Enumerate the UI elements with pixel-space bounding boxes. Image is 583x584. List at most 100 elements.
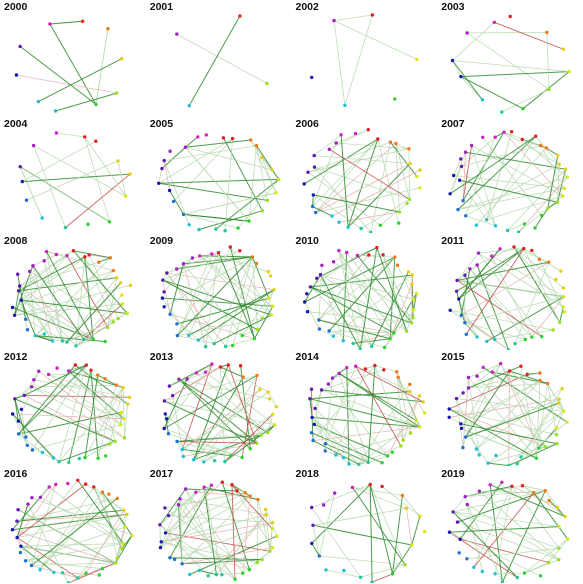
network-node [119, 423, 123, 427]
network-edge [158, 168, 163, 184]
network-node [33, 333, 37, 337]
network-edge [504, 131, 560, 165]
network-node [266, 390, 270, 395]
network-node [513, 341, 517, 345]
network-edge [68, 562, 116, 584]
network-node [414, 57, 419, 62]
network-node [379, 461, 384, 465]
year-label: 2014 [295, 351, 319, 364]
network-node [195, 134, 200, 139]
network-node [458, 537, 463, 542]
network-edge [102, 492, 133, 536]
network-node [259, 155, 264, 159]
network-edge [193, 377, 244, 461]
network-node [464, 150, 468, 154]
network-node [265, 431, 270, 435]
year-label: 2019 [441, 468, 465, 481]
network-edge [269, 528, 273, 552]
network-edge [460, 76, 483, 101]
network-edge [369, 484, 405, 566]
network-node [500, 110, 504, 114]
network-edge [522, 485, 546, 492]
network-edge [461, 71, 570, 78]
network-edge [456, 247, 525, 292]
network-edge [179, 498, 236, 580]
network-edge [84, 136, 110, 222]
network-node [522, 246, 526, 250]
network-node [16, 508, 20, 512]
network-node [202, 485, 206, 490]
network-node [119, 280, 123, 285]
network-node [480, 569, 485, 574]
network-node [451, 58, 455, 63]
network-node [260, 208, 264, 213]
network-edge [453, 490, 546, 513]
network-edge [478, 252, 543, 337]
network-node [465, 31, 470, 35]
network-node [398, 444, 403, 448]
network-edge [73, 249, 128, 314]
network-node [477, 489, 482, 494]
network-edge [185, 139, 251, 148]
network-node [18, 44, 22, 49]
network-edge [40, 486, 50, 498]
network-panel: 2014 [292, 350, 437, 467]
network-node [115, 496, 120, 501]
network-panel: 2007 [437, 117, 582, 233]
network-node [181, 212, 185, 216]
network-node [10, 305, 15, 309]
network-node [463, 273, 467, 277]
network-edge [164, 375, 257, 402]
network-node [342, 103, 347, 108]
network-edge [386, 396, 420, 457]
network-node [326, 328, 331, 333]
network-edge [93, 486, 123, 549]
network-edge [14, 399, 27, 438]
network-node [506, 228, 510, 232]
network-node [353, 364, 357, 369]
network-node [557, 401, 561, 406]
network-node [336, 372, 341, 376]
network-node [238, 364, 243, 368]
network-edge [459, 179, 558, 203]
network-node [228, 454, 233, 458]
network-edge [231, 484, 273, 530]
year-label: 2017 [149, 468, 174, 481]
network-node [530, 334, 534, 339]
network-node [128, 283, 133, 287]
network-edge [314, 142, 396, 213]
network-node [240, 333, 244, 337]
network-node [410, 315, 415, 319]
network-node [166, 514, 171, 518]
network-node [396, 221, 400, 225]
network-node [270, 304, 275, 308]
network-panel: 2004 [0, 117, 145, 233]
network-node [393, 141, 398, 145]
network-node [326, 382, 330, 387]
network-node [557, 162, 562, 166]
network-node [248, 447, 252, 451]
network-node [94, 102, 98, 107]
network-edge [66, 277, 118, 342]
network-node [29, 385, 34, 389]
network-node [481, 365, 486, 370]
network-node [96, 456, 100, 461]
network-node [254, 143, 258, 148]
network-panel: 2002 [292, 0, 437, 116]
network-edge [29, 270, 114, 322]
network-node [252, 336, 256, 340]
network-node [410, 272, 414, 277]
network-node [341, 338, 345, 343]
network-node [334, 141, 338, 145]
network-node [557, 525, 562, 529]
network-node [363, 367, 367, 372]
network-edge [359, 564, 405, 578]
network-node [455, 289, 459, 293]
network-node [521, 107, 525, 111]
network-node [451, 510, 456, 514]
network-edge [182, 263, 206, 347]
network-node [263, 507, 268, 512]
network-edge [513, 246, 564, 307]
network-node [82, 337, 86, 341]
network-node [543, 489, 548, 493]
